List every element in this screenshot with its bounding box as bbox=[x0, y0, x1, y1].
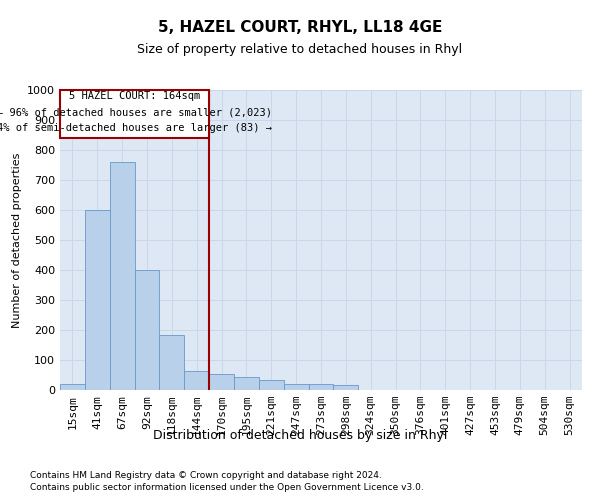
Text: Size of property relative to detached houses in Rhyl: Size of property relative to detached ho… bbox=[137, 42, 463, 56]
Bar bbox=[308, 384, 334, 390]
Bar bbox=[85, 210, 110, 390]
Bar bbox=[160, 334, 184, 390]
Bar bbox=[259, 380, 284, 390]
Text: Contains public sector information licensed under the Open Government Licence v3: Contains public sector information licen… bbox=[30, 484, 424, 492]
Bar bbox=[209, 374, 234, 390]
Bar bbox=[134, 270, 160, 390]
Bar bbox=[184, 370, 209, 390]
Bar bbox=[334, 384, 358, 390]
Text: 5 HAZEL COURT: 164sqm: 5 HAZEL COURT: 164sqm bbox=[69, 92, 200, 102]
Text: 4% of semi-detached houses are larger (83) →: 4% of semi-detached houses are larger (8… bbox=[0, 124, 272, 134]
Bar bbox=[110, 162, 134, 390]
Text: ← 96% of detached houses are smaller (2,023): ← 96% of detached houses are smaller (2,… bbox=[0, 108, 272, 118]
Text: Contains HM Land Registry data © Crown copyright and database right 2024.: Contains HM Land Registry data © Crown c… bbox=[30, 471, 382, 480]
Bar bbox=[284, 384, 308, 390]
Bar bbox=[60, 90, 209, 138]
Y-axis label: Number of detached properties: Number of detached properties bbox=[11, 152, 22, 328]
Text: 5, HAZEL COURT, RHYL, LL18 4GE: 5, HAZEL COURT, RHYL, LL18 4GE bbox=[158, 20, 442, 35]
Text: Distribution of detached houses by size in Rhyl: Distribution of detached houses by size … bbox=[153, 428, 447, 442]
Bar bbox=[234, 376, 259, 390]
Bar bbox=[60, 384, 85, 390]
